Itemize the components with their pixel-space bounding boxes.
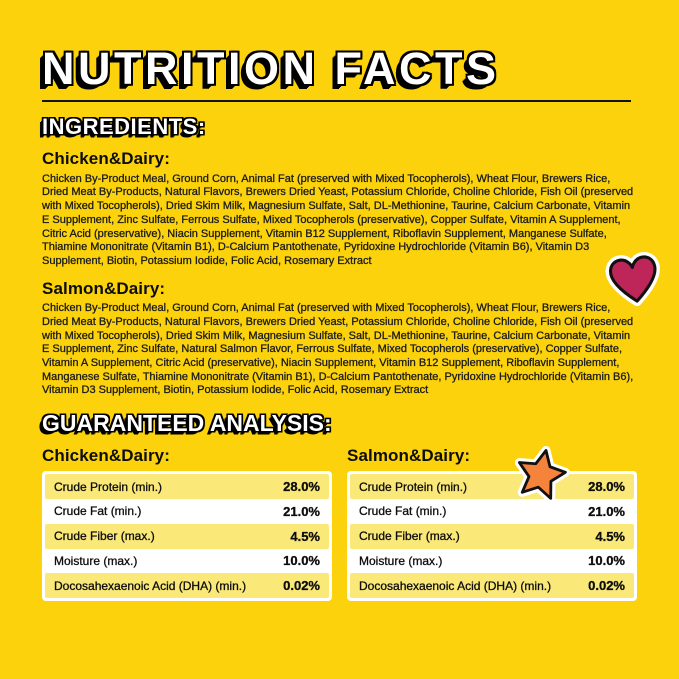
guaranteed-analysis-section: Chicken&Dairy: Crude Protein (min.) 28.0… xyxy=(42,446,637,602)
table-row: Crude Fiber (max.) 4.5% xyxy=(45,523,329,549)
analysis-row-value: 21.0% xyxy=(588,503,625,519)
page-title: NUTRITION FACTS xyxy=(42,43,500,94)
analysis-row-label: Crude Fat (min.) xyxy=(359,504,447,519)
analysis-row-value: 4.5% xyxy=(290,528,320,544)
title-divider xyxy=(42,100,631,102)
analysis-row-label: Crude Fiber (max.) xyxy=(54,529,155,544)
ingredients-text-salmon-dairy: Chicken By-Product Meal, Ground Corn, An… xyxy=(42,302,634,397)
analysis-column-salmon-dairy: Salmon&Dairy: Crude Protein (min.) 28.0%… xyxy=(347,446,637,602)
ingredients-section: Chicken&Dairy: Chicken By-Product Meal, … xyxy=(42,149,637,398)
analysis-row-value: 21.0% xyxy=(283,503,320,519)
ingredients-group-heading-salmon-dairy: Salmon&Dairy: xyxy=(42,278,166,298)
table-row: Docosahexaenoic Acid (DHA) (min.) 0.02% xyxy=(350,573,634,599)
ingredients-heading: INGREDIENTS: xyxy=(42,114,206,139)
table-row: Moisture (max.) 10.0% xyxy=(350,549,634,574)
analysis-table-salmon-dairy: Crude Protein (min.) 28.0% Crude Fat (mi… xyxy=(347,471,637,602)
analysis-row-label: Docosahexaenoic Acid (DHA) (min.) xyxy=(359,578,552,593)
table-row: Crude Protein (min.) 28.0% xyxy=(350,474,634,499)
analysis-table-heading-chicken-dairy: Chicken&Dairy: xyxy=(42,445,170,465)
ingredients-text-chicken-dairy: Chicken By-Product Meal, Ground Corn, An… xyxy=(42,172,634,268)
analysis-row-label: Crude Protein (min.) xyxy=(54,479,163,494)
analysis-row-label: Crude Fat (min.) xyxy=(54,504,142,519)
table-row: Moisture (max.) 10.0% xyxy=(45,549,329,574)
analysis-row-value: 10.0% xyxy=(283,553,320,569)
table-row: Crude Fat (min.) 21.0% xyxy=(350,499,634,524)
analysis-row-label: Crude Fiber (max.) xyxy=(359,529,460,544)
analysis-row-value: 0.02% xyxy=(283,578,320,594)
analysis-table-chicken-dairy: Crude Protein (min.) 28.0% Crude Fat (mi… xyxy=(42,471,332,602)
table-row: Crude Fat (min.) 21.0% xyxy=(45,499,329,524)
analysis-row-label: Docosahexaenoic Acid (DHA) (min.) xyxy=(54,578,247,593)
analysis-row-value: 0.02% xyxy=(588,578,625,594)
analysis-table-heading-salmon-dairy: Salmon&Dairy: xyxy=(347,445,471,465)
label-content: NUTRITION FACTS INGREDIENTS: Chicken&Dai… xyxy=(42,43,637,602)
analysis-column-chicken-dairy: Chicken&Dairy: Crude Protein (min.) 28.0… xyxy=(42,446,332,602)
analysis-row-value: 28.0% xyxy=(283,479,320,494)
table-row: Crude Fiber (max.) 4.5% xyxy=(350,523,634,549)
analysis-row-value: 28.0% xyxy=(588,479,625,494)
table-row: Docosahexaenoic Acid (DHA) (min.) 0.02% xyxy=(45,573,329,599)
analysis-row-value: 4.5% xyxy=(595,528,625,544)
analysis-row-label: Moisture (max.) xyxy=(359,553,443,568)
star-icon xyxy=(507,438,575,510)
table-row: Crude Protein (min.) 28.0% xyxy=(45,474,329,499)
analysis-row-label: Crude Protein (min.) xyxy=(359,479,468,494)
analysis-row-value: 10.0% xyxy=(588,553,625,569)
guaranteed-analysis-heading: GUARANTEED ANALYSIS: xyxy=(42,410,332,437)
ingredients-group-heading-chicken-dairy: Chicken&Dairy: xyxy=(42,149,170,169)
analysis-row-label: Moisture (max.) xyxy=(54,553,138,568)
heart-icon xyxy=(598,244,670,314)
